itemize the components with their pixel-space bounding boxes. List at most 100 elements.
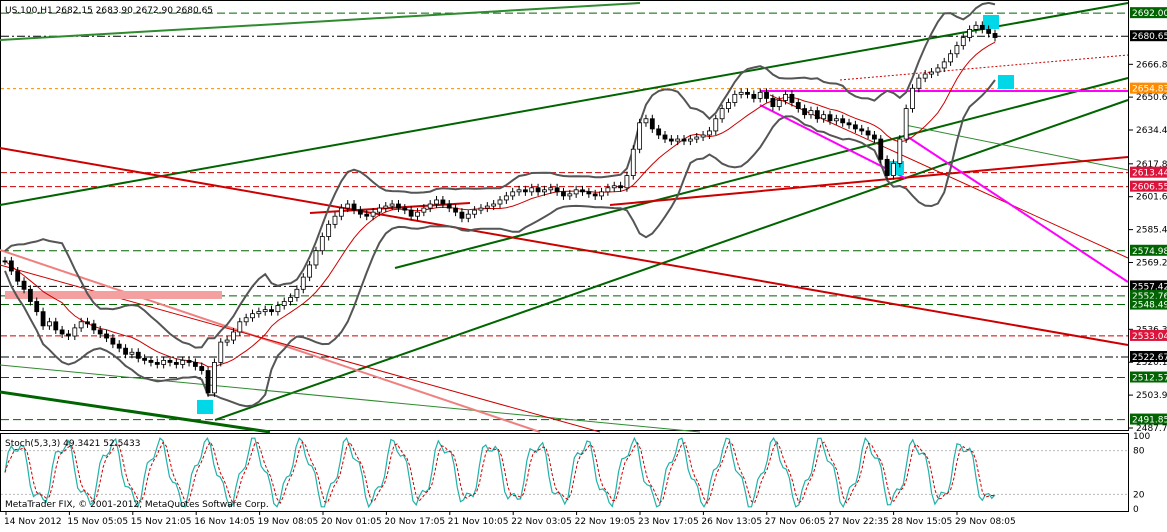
- candle-body: [243, 317, 249, 323]
- candle-body: [694, 136, 700, 140]
- marker-box: [197, 400, 213, 414]
- price-tick-label: 2520.10: [1136, 358, 1167, 368]
- candle-body: [186, 359, 192, 363]
- candle-body: [212, 362, 217, 394]
- candle-body: [529, 187, 535, 193]
- candle-body: [776, 100, 782, 107]
- stoch-axis-label: 100: [1133, 432, 1150, 442]
- candle-body: [783, 93, 788, 101]
- candle-body: [681, 138, 687, 142]
- candle-body: [713, 118, 719, 132]
- candle-body: [85, 321, 90, 325]
- candle-body: [218, 341, 224, 363]
- price-label: 2512.57: [1132, 373, 1167, 383]
- candle-body: [415, 211, 420, 217]
- candle-body: [123, 347, 128, 355]
- candle-body: [872, 134, 877, 140]
- candle-body: [916, 77, 922, 89]
- candle-body: [770, 98, 776, 107]
- candle-body: [726, 102, 731, 109]
- price-tick-label: 2617.80: [1136, 160, 1167, 170]
- candle-body: [377, 207, 382, 213]
- time-axis-label: 14 Nov 2012: [4, 517, 62, 527]
- price-tick-label: 2666.80: [1136, 60, 1167, 70]
- candle-body: [668, 138, 674, 142]
- candle-body: [446, 203, 452, 209]
- candle-body: [97, 329, 103, 335]
- price-label: 2613.44: [1132, 169, 1167, 179]
- marker-box: [998, 75, 1014, 89]
- candle-body: [821, 114, 827, 120]
- candle-body: [465, 213, 471, 219]
- candle-body: [53, 321, 59, 331]
- trend-line: [0, 2, 1129, 206]
- price-label: 2522.67: [1132, 353, 1167, 363]
- candle-body: [345, 203, 351, 209]
- trend-line: [904, 134, 1129, 283]
- candle-body: [180, 359, 186, 365]
- candle-body: [827, 114, 833, 122]
- candle-body: [110, 337, 116, 345]
- trend-line: [214, 99, 1129, 421]
- candle-body: [973, 24, 979, 30]
- candle-body: [357, 209, 363, 215]
- price-label-bg: [1130, 289, 1167, 301]
- candle-body: [580, 189, 585, 193]
- candle-body: [396, 203, 401, 209]
- candle-body: [542, 189, 547, 193]
- trend-line: [394, 77, 1129, 269]
- candle-body: [599, 191, 604, 197]
- candle-body: [319, 236, 325, 252]
- candle-body: [440, 199, 446, 205]
- time-axis-label: 15 Nov 21:05: [131, 517, 192, 527]
- candle-body: [34, 301, 40, 313]
- candle-body: [275, 305, 281, 313]
- candle-body: [992, 33, 998, 38]
- price-label-bg: [1130, 30, 1167, 42]
- candle-body: [300, 276, 306, 290]
- symbol-label: US.100,H1 2682.15 2683.90 2672.90 2680.6…: [5, 6, 213, 16]
- candle-body: [707, 130, 712, 136]
- candle-body: [941, 61, 947, 69]
- candle-body: [535, 187, 541, 193]
- candle-body: [27, 288, 33, 302]
- candle-body: [764, 91, 769, 99]
- candle-body: [269, 309, 274, 313]
- price-tick-label: 2487.70: [1136, 424, 1167, 434]
- time-axis-label: 19 Nov 08:05: [258, 517, 319, 527]
- candle-body: [611, 185, 617, 189]
- candle-body: [205, 370, 211, 394]
- candle-body: [427, 203, 433, 209]
- trend-line: [609, 156, 1129, 206]
- candle-body: [833, 118, 839, 122]
- candle-body: [561, 191, 566, 197]
- bollinger-lower: [4, 79, 996, 408]
- candle-body: [846, 122, 852, 126]
- price-label: 2557.42: [1132, 282, 1167, 292]
- price-label-bg: [1130, 166, 1167, 178]
- candle-body: [649, 118, 655, 130]
- time-axis-label: 16 Nov 14:05: [194, 517, 255, 527]
- time-axis-label: 22 Nov 03:05: [511, 517, 572, 527]
- price-label: 2606.55: [1132, 183, 1167, 193]
- candle-body: [789, 93, 795, 103]
- candle-body: [637, 122, 643, 150]
- bollinger-upper: [4, 1, 996, 349]
- candle-body: [979, 24, 985, 30]
- time-axis-label: 28 Nov 15:05: [892, 517, 953, 527]
- candle-body: [256, 311, 262, 315]
- candle-body: [472, 209, 478, 215]
- candle-body: [91, 323, 97, 331]
- candle-body: [522, 189, 528, 193]
- trend-line: [0, 249, 541, 433]
- candle-body: [66, 333, 71, 337]
- price-label-bg: [1130, 180, 1167, 192]
- price-tick-label: 2634.45: [1136, 126, 1167, 136]
- candle-body: [281, 301, 287, 306]
- candle-body: [199, 366, 205, 371]
- candle-body: [491, 203, 497, 207]
- candle-body: [288, 297, 293, 302]
- candle-body: [383, 205, 389, 209]
